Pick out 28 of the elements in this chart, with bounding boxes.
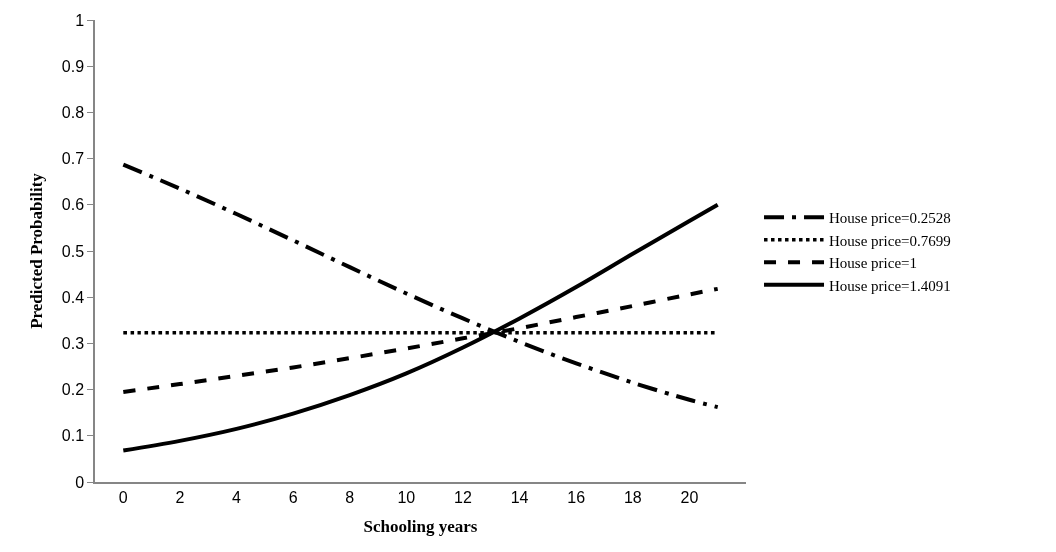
y-tick-label: 0.3	[61, 335, 85, 352]
y-tick-label: 0.6	[61, 196, 85, 214]
x-tick-label: 0	[118, 488, 128, 506]
y-tick-label: 0.7	[61, 150, 85, 168]
legend-label: House price=1.4091	[829, 277, 951, 294]
x-tick-label: 6	[288, 488, 298, 506]
y-tick-label: 0.1	[61, 427, 85, 445]
y-tick-label: 0.2	[61, 381, 85, 399]
y-tick-label: 0.5	[61, 242, 85, 260]
legend-label: House price=0.2528	[829, 210, 951, 227]
legend-label: House price=1	[829, 255, 918, 272]
x-tick-label: 20	[680, 488, 699, 506]
legend-label: House price=0.7699	[829, 232, 951, 249]
y-tick-label: 0.8	[61, 104, 85, 121]
y-tick-label: 0	[75, 473, 85, 491]
x-tick-label: 2	[175, 488, 185, 506]
x-tick-label: 12	[454, 488, 472, 506]
x-tick-label: 14	[510, 488, 529, 506]
x-tick-label: 8	[345, 488, 355, 506]
x-axis-title: Schooling years	[363, 516, 478, 536]
x-tick-label: 4	[232, 488, 242, 506]
x-tick-label: 10	[397, 488, 416, 506]
y-tick-label: 0.4	[61, 288, 85, 306]
y-axis-title: Predicted Probability	[26, 172, 46, 329]
y-tick-label: 1	[75, 11, 85, 29]
x-tick-label: 18	[623, 488, 642, 506]
x-tick-label: 16	[567, 488, 586, 506]
y-tick-label: 0.9	[61, 57, 85, 75]
